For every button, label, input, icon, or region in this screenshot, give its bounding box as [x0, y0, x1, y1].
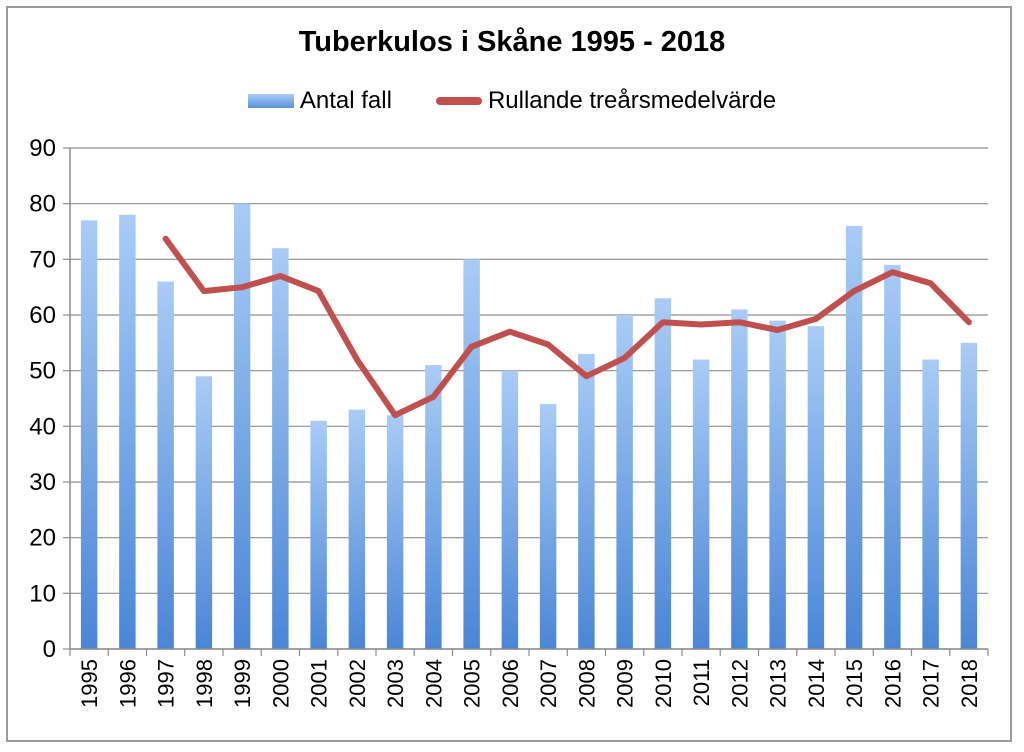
y-tick-label: 90	[29, 135, 56, 162]
x-tick-label: 2012	[727, 659, 752, 708]
bar-2005	[463, 259, 480, 649]
y-tick-label: 40	[29, 413, 56, 440]
bar-2000	[272, 248, 289, 649]
x-tick-label: 2016	[880, 659, 905, 708]
y-tick-label: 30	[29, 469, 56, 496]
chart-legend: Antal fall Rullande treårsmedelvärde	[0, 86, 1024, 116]
bar-2012	[731, 309, 748, 649]
bar-2017	[922, 359, 939, 649]
y-tick-label: 70	[29, 246, 56, 273]
bar-2002	[348, 409, 366, 649]
bar-2018	[960, 342, 978, 649]
y-tick-label: 20	[29, 525, 56, 552]
bar-2011	[692, 359, 710, 649]
x-tick-label: 2011	[689, 659, 714, 706]
x-tick-label: 2009	[613, 659, 638, 708]
bar-1999	[233, 203, 251, 649]
x-tick-label: 2015	[842, 659, 867, 708]
legend-label-bars: Antal fall	[299, 87, 392, 114]
x-tick-label: 2017	[919, 659, 944, 708]
y-tick-label: 80	[29, 191, 56, 218]
x-tick-label: 2002	[345, 659, 370, 708]
bar-2016	[884, 264, 901, 649]
x-tick-label: 2018	[957, 659, 982, 708]
y-tick-label: 50	[29, 358, 56, 385]
x-tick-label: 2014	[804, 659, 829, 708]
legend-swatch-line	[435, 97, 482, 105]
bar-2008	[578, 353, 595, 649]
x-tick-label: 1995	[77, 659, 102, 708]
y-tick-label: 60	[29, 302, 56, 329]
x-tick-label: 2005	[460, 659, 485, 708]
bar-2001	[310, 420, 327, 649]
bar-1996	[119, 214, 136, 650]
legend-item-bars: Antal fall	[247, 87, 392, 115]
bar-1997	[157, 281, 174, 649]
x-tick-label: 2013	[766, 659, 791, 708]
legend-item-line: Rullande treårsmedelvärde	[435, 87, 777, 115]
bar-2006	[501, 370, 519, 649]
x-tick-label: 1997	[154, 659, 179, 708]
chart-title: Tuberkulos i Skåne 1995 - 2018	[298, 26, 726, 58]
bar-2003	[386, 415, 404, 649]
bar-2004	[425, 365, 442, 649]
bar-2009	[616, 315, 633, 649]
x-tick-label: 1999	[230, 659, 255, 708]
x-tick-label: 1996	[115, 659, 140, 708]
legend-label-line: Rullande treårsmedelvärde	[487, 87, 777, 114]
x-tick-label: 2004	[421, 659, 446, 708]
y-tick-label: 0	[43, 636, 56, 663]
bar-2010	[654, 298, 672, 649]
x-tick-label: 2000	[268, 659, 293, 708]
line-series-rolling-average	[162, 235, 972, 419]
bar-1995	[80, 220, 98, 649]
bar-2007	[539, 404, 557, 649]
x-tick-label: 2010	[651, 659, 676, 708]
bar-2015	[845, 225, 863, 649]
x-tick-label: 2007	[536, 659, 561, 708]
bar-2014	[807, 326, 825, 649]
x-tick-label: 2008	[574, 659, 599, 708]
bar-1998	[195, 376, 213, 649]
bar-2013	[769, 320, 786, 649]
y-tick-label: 10	[29, 580, 56, 607]
x-tick-label: 1998	[192, 659, 217, 708]
x-tick-label: 2001	[307, 659, 332, 708]
legend-swatch-bars	[247, 94, 294, 108]
x-tick-label: 2003	[383, 659, 408, 708]
x-tick-label: 2006	[498, 659, 523, 708]
